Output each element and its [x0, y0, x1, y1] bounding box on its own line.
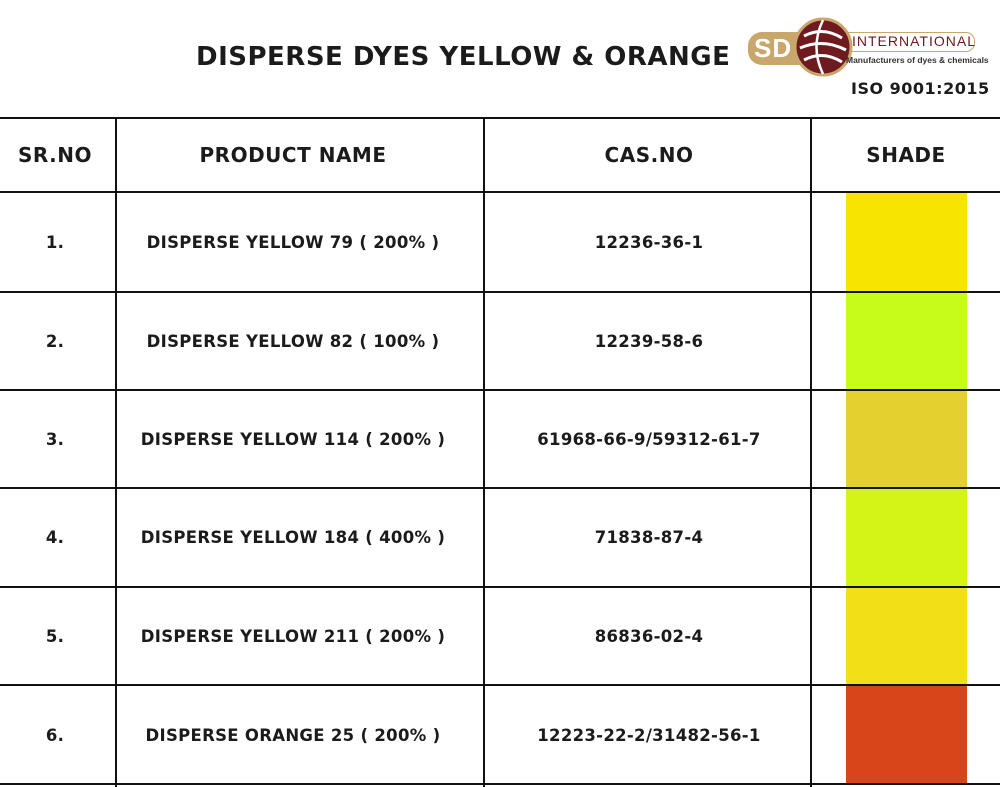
- table-row: 1. DISPERSE YELLOW 79 ( 200% ) 12236-36-…: [0, 192, 1000, 292]
- table-divider: [0, 291, 1000, 293]
- logo-tagline: Manufacturers of dyes & chemicals: [846, 55, 989, 65]
- cas-no-cell: 86836-02-4: [594, 626, 704, 646]
- product-name-cell: DISPERSE YELLOW 184 ( 400% ): [140, 528, 446, 547]
- product-name-cell: DISPERSE YELLOW 79 ( 200% ): [146, 232, 440, 252]
- table-divider: [0, 684, 1000, 686]
- table-row: 5. DISPERSE YELLOW 211 ( 200% ) 86836-02…: [0, 587, 1000, 685]
- table-divider: [0, 487, 1000, 489]
- sr-no-cell: 6.: [45, 725, 65, 745]
- logo-name-frame: [846, 32, 975, 52]
- table-divider: [0, 586, 1000, 588]
- column-divider: [115, 117, 117, 787]
- table-border-bottom: [0, 783, 1000, 785]
- cas-no-cell: 71838-87-4: [594, 528, 704, 547]
- product-name-cell: DISPERSE YELLOW 211 ( 200% ): [140, 626, 446, 646]
- product-name-cell: DISPERSE YELLOW 82 ( 100% ): [146, 331, 440, 351]
- shade-swatch: [846, 193, 967, 292]
- product-name-cell: DISPERSE YELLOW 114 ( 200% ): [140, 429, 446, 449]
- header-cas-no: CAS.NO: [604, 142, 694, 167]
- column-divider: [483, 117, 485, 787]
- cas-no-cell: 12223-22-2/31482-56-1: [537, 725, 761, 745]
- cas-no-cell: 12239-58-6: [594, 331, 704, 351]
- column-divider: [810, 117, 812, 787]
- cas-no-cell: 61968-66-9/59312-61-7: [537, 429, 761, 449]
- cas-no-cell: 12236-36-1: [594, 232, 704, 252]
- table-row: 4. DISPERSE YELLOW 184 ( 400% ) 71838-87…: [0, 488, 1000, 587]
- sr-no-cell: 3.: [45, 429, 65, 449]
- sr-no-cell: 1.: [45, 232, 65, 252]
- sr-no-cell: 4.: [45, 528, 65, 547]
- product-name-cell: DISPERSE ORANGE 25 ( 200% ): [145, 725, 441, 745]
- header-product-name: PRODUCT NAME: [199, 142, 387, 167]
- table-border-top: [0, 117, 1000, 119]
- page-title: DISPERSE DYES YELLOW & ORANGE: [196, 42, 731, 72]
- sr-no-cell: 2.: [45, 331, 65, 351]
- sr-no-cell: 5.: [45, 626, 65, 646]
- iso-certification: ISO 9001:2015: [851, 79, 990, 98]
- table-divider: [0, 191, 1000, 193]
- table-row: 6. DISPERSE ORANGE 25 ( 200% ) 12223-22-…: [0, 685, 1000, 785]
- table-row: 2. DISPERSE YELLOW 82 ( 100% ) 12239-58-…: [0, 292, 1000, 390]
- shade-swatch: [846, 390, 967, 488]
- shade-swatch: [846, 488, 967, 587]
- company-logo: SD INTERNATIONAL Manufacturers of dyes &…: [740, 12, 989, 82]
- table-divider: [0, 389, 1000, 391]
- table-row: 3. DISPERSE YELLOW 114 ( 200% ) 61968-66…: [0, 390, 1000, 488]
- globe-icon: [793, 17, 853, 77]
- shade-swatch: [846, 685, 967, 785]
- shade-swatch: [846, 292, 967, 390]
- header-sr-no: SR.NO: [17, 142, 92, 167]
- logo-name: INTERNATIONAL: [852, 33, 976, 49]
- product-table: SR.NO PRODUCT NAME CAS.NO SHADE 1. DISPE…: [0, 117, 1000, 787]
- header-shade: SHADE: [866, 142, 946, 167]
- shade-swatch: [846, 587, 967, 685]
